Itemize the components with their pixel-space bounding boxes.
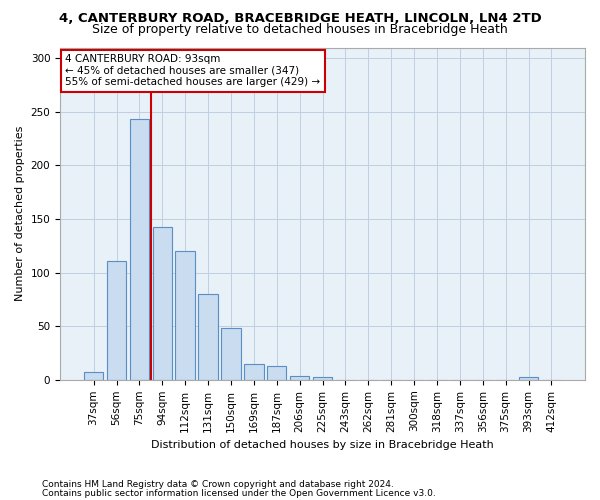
Bar bbox=[175, 251, 195, 380]
Bar bbox=[290, 376, 310, 380]
Y-axis label: Number of detached properties: Number of detached properties bbox=[15, 126, 25, 302]
Bar bbox=[221, 328, 241, 380]
X-axis label: Distribution of detached houses by size in Bracebridge Heath: Distribution of detached houses by size … bbox=[151, 440, 494, 450]
Bar bbox=[107, 261, 126, 380]
Text: Size of property relative to detached houses in Bracebridge Heath: Size of property relative to detached ho… bbox=[92, 22, 508, 36]
Bar bbox=[130, 120, 149, 380]
Bar bbox=[152, 226, 172, 380]
Bar bbox=[199, 294, 218, 380]
Bar bbox=[244, 364, 263, 380]
Text: Contains public sector information licensed under the Open Government Licence v3: Contains public sector information licen… bbox=[42, 488, 436, 498]
Text: 4, CANTERBURY ROAD, BRACEBRIDGE HEATH, LINCOLN, LN4 2TD: 4, CANTERBURY ROAD, BRACEBRIDGE HEATH, L… bbox=[59, 12, 541, 26]
Bar bbox=[84, 372, 103, 380]
Bar bbox=[519, 376, 538, 380]
Bar bbox=[267, 366, 286, 380]
Text: Contains HM Land Registry data © Crown copyright and database right 2024.: Contains HM Land Registry data © Crown c… bbox=[42, 480, 394, 489]
Text: 4 CANTERBURY ROAD: 93sqm
← 45% of detached houses are smaller (347)
55% of semi-: 4 CANTERBURY ROAD: 93sqm ← 45% of detach… bbox=[65, 54, 320, 88]
Bar bbox=[313, 376, 332, 380]
